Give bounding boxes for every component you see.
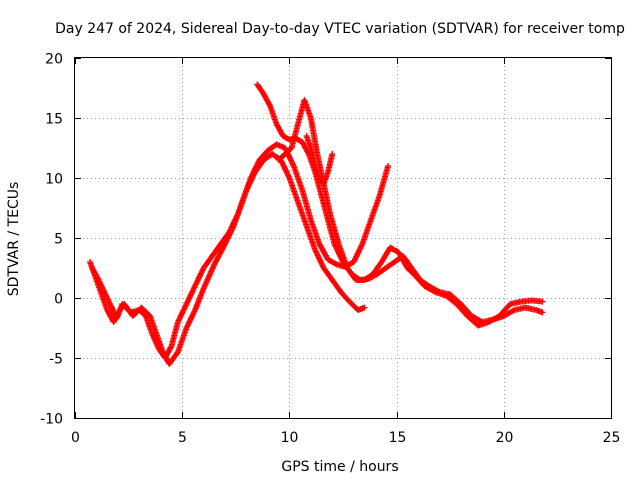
y-tick-label: 20 [45,52,63,68]
x-tick-label: 0 [71,430,80,446]
x-tick-label: 25 [603,430,621,446]
data-point [329,151,336,157]
y-tick-label: 5 [54,232,63,248]
data-point [385,163,392,169]
series-track-5 [303,133,336,187]
data-point [430,288,437,295]
x-tick-label: 10 [281,430,299,446]
data-point [361,304,368,311]
chart-title: Day 247 of 2024, Sidereal Day-to-day VTE… [55,21,625,37]
series-track-4 [275,97,546,329]
y-tick-label: 15 [45,112,63,128]
data-point [332,260,339,267]
x-tick-label: 5 [178,430,187,446]
y-tick-label: -5 [49,352,63,368]
data-point [539,298,546,305]
y-tick-label: 0 [54,292,63,308]
y-tick-label: -10 [40,412,63,428]
axis-ticks: 0 5 10 15 20 25 -10 -5 0 5 10 15 20 [40,52,620,447]
series-track-2 [89,141,392,367]
data-point [539,309,546,316]
data-marks [87,81,546,367]
data-point [167,344,174,351]
x-tick-label: 15 [389,430,407,446]
x-tick-label: 20 [496,430,514,446]
x-axis-label: GPS time / hours [281,459,398,475]
y-tick-label: 10 [45,172,63,188]
y-axis-label: SDTVAR / TECUs [6,182,22,297]
grid [75,58,611,418]
data-point [510,307,517,314]
data-point [266,101,273,108]
plot-frame [74,57,612,419]
